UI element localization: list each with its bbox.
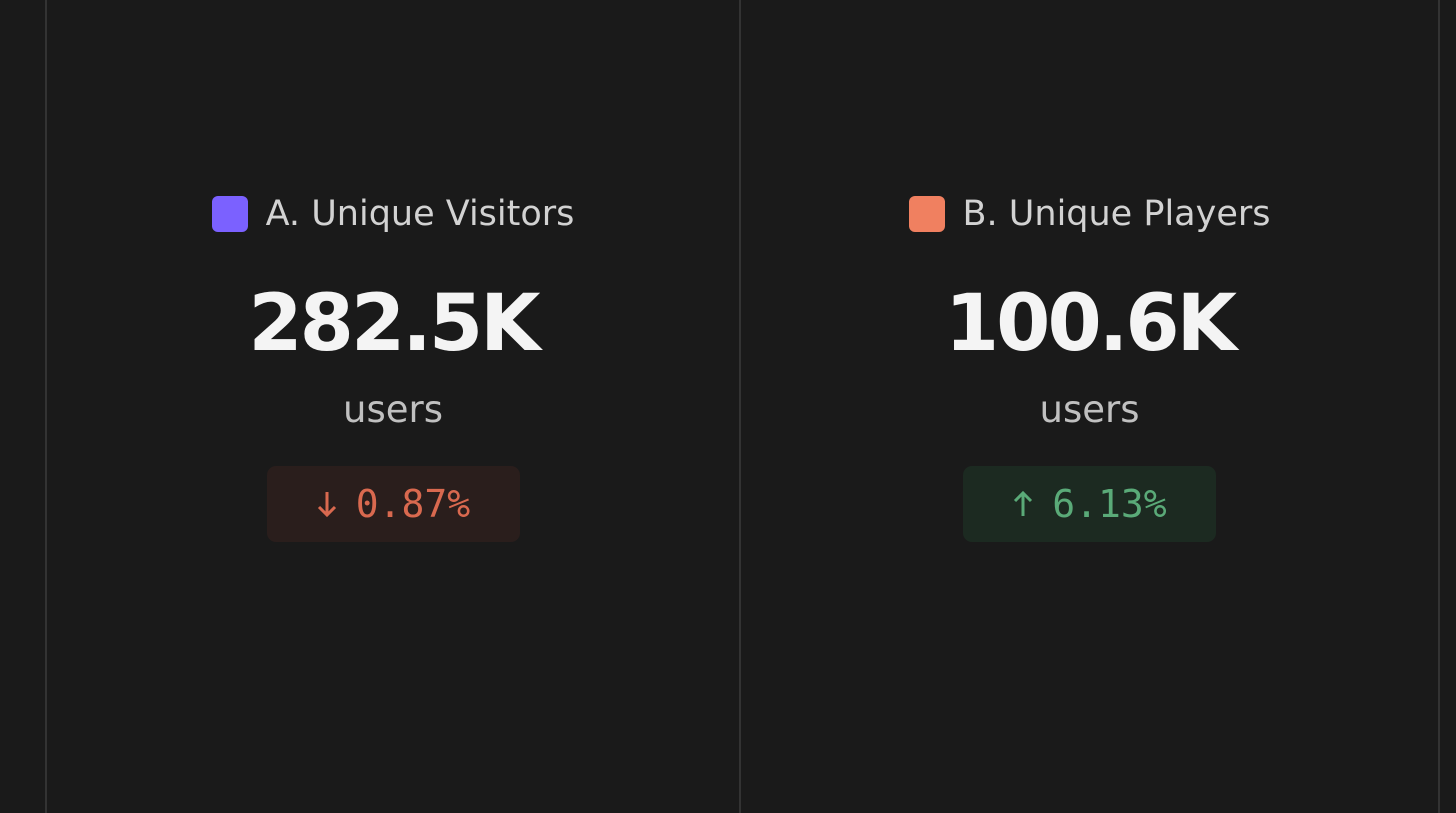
metric-value: 282.5K xyxy=(248,279,540,369)
change-value: 0.87% xyxy=(355,482,471,526)
change-badge: 0.87% xyxy=(266,466,520,542)
change-badge: 6.13% xyxy=(963,466,1216,542)
divider xyxy=(739,0,741,813)
metric-card: B. Unique Players 100.6K users 6.13% xyxy=(741,0,1438,813)
divider xyxy=(1438,0,1440,813)
color-swatch xyxy=(211,196,248,232)
metric-label: A. Unique Visitors xyxy=(265,194,575,234)
metric-label-row: A. Unique Visitors xyxy=(211,192,575,236)
metric-unit: users xyxy=(343,388,443,431)
direction-arrow xyxy=(317,492,336,518)
metric-label: B. Unique Players xyxy=(962,194,1271,234)
metric-value: 100.6K xyxy=(944,279,1237,369)
metric-unit: users xyxy=(1039,388,1140,431)
direction-arrow xyxy=(1014,490,1033,516)
color-swatch xyxy=(908,196,945,232)
metric-card: A. Unique Visitors 282.5K users 0.87% xyxy=(47,0,739,813)
divider xyxy=(45,0,47,813)
change-value: 6.13% xyxy=(1052,482,1167,526)
metric-label-row: B. Unique Players xyxy=(908,192,1271,236)
